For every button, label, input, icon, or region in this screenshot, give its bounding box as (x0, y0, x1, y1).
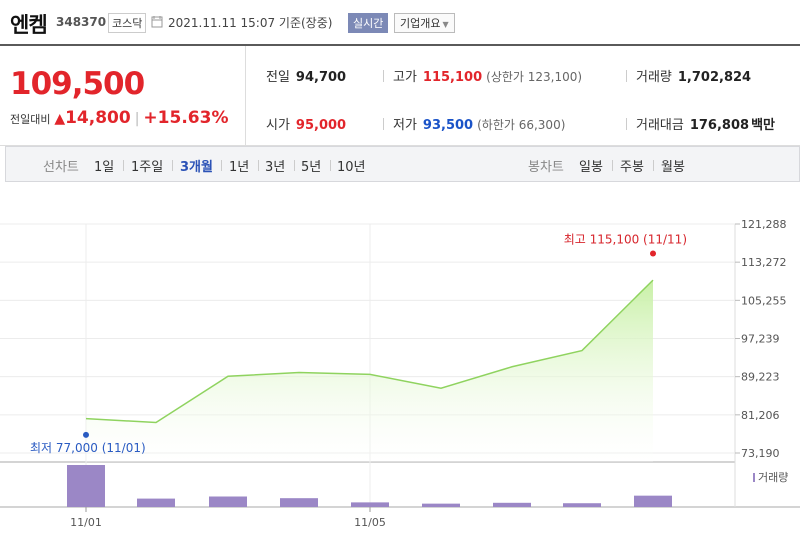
market-badge: 코스닥 (108, 13, 147, 33)
high-value: 115,100 (422, 70, 483, 85)
y-tick-label: 81,206 (741, 409, 780, 422)
volume-bar (634, 495, 672, 507)
low-marker (83, 431, 89, 438)
x-tick-label: 11/01 (70, 516, 102, 529)
divider (221, 160, 222, 171)
divider (383, 118, 384, 130)
prev-close: 전일 94,700 (266, 66, 346, 85)
y-axis-ticks: 121,288 113,272 105,255 97,239 89,223 81,206 7… (735, 218, 787, 460)
trade-amount: 거래대금 176,808 백만 (636, 114, 775, 133)
volume-value: 1,702,824 (677, 70, 752, 85)
period-3y-tab[interactable]: 3년 (265, 160, 286, 175)
timestamp: 2021.11.11 15:07 기준(장중) (168, 16, 333, 30)
change-label: 전일대비 (10, 113, 51, 126)
price-change: 전일대비 ▲14,800 | +15.63% (10, 108, 228, 128)
up-arrow-icon: ▲ (54, 111, 66, 127)
divider (383, 70, 384, 82)
clock-icon (151, 16, 163, 28)
candle-daily-tab[interactable]: 일봉 (579, 160, 603, 175)
volume-bar (209, 496, 247, 507)
divider (172, 160, 173, 171)
y-tick-label: 97,239 (741, 333, 780, 346)
company-overview-dropdown[interactable]: 기업개요 ▼ (394, 13, 455, 33)
volume-bar (67, 465, 105, 507)
period-10y-tab[interactable]: 10년 (337, 160, 366, 175)
prev-close-value: 94,700 (295, 70, 347, 85)
divider (626, 70, 627, 82)
candle-weekly-tab[interactable]: 주봉 (620, 160, 644, 175)
day-low: 저가 93,500 (하한가 66,300) (393, 114, 565, 133)
high-annotation: 최고 115,100 (11/11) (564, 232, 687, 246)
volume: 거래량 1,702,824 (636, 66, 751, 85)
volume-bar (351, 502, 389, 507)
divider (123, 160, 124, 171)
period-1d-tab[interactable]: 1일 (94, 160, 115, 175)
candle-monthly-tab[interactable]: 월봉 (661, 160, 685, 175)
divider (258, 160, 259, 171)
volume-bar (563, 503, 601, 507)
y-tick-label: 73,190 (741, 447, 780, 460)
high-label: 고가 (393, 70, 417, 85)
realtime-button[interactable]: 실시간 (348, 13, 389, 33)
y-tick-label: 121,288 (741, 218, 787, 231)
volume-bars (67, 465, 672, 507)
open-label: 시가 (266, 118, 290, 133)
divider (653, 160, 654, 171)
stock-code: 348370 (56, 15, 107, 29)
y-tick-label: 89,223 (741, 371, 780, 384)
open-price: 시가 95,000 (266, 114, 346, 133)
stock-header: 엔켐 348370 코스닥 2021.11.11 15:07 기준(장중) 실시… (0, 0, 800, 46)
stock-name: 엔켐 (10, 13, 48, 37)
period-1w-tab[interactable]: 1주일 (131, 160, 164, 175)
x-tick-label: 11/05 (354, 516, 386, 529)
amount-value: 176,808 (689, 118, 750, 133)
volume-bar (137, 498, 175, 507)
current-price: 109,500 (10, 66, 145, 102)
divider (612, 160, 613, 171)
open-value: 95,000 (295, 118, 347, 133)
change-value: 14,800 (65, 108, 131, 128)
company-overview-label: 기업개요 (400, 17, 441, 30)
volume-legend-label: 거래량 (758, 471, 788, 484)
line-chart-label: 선차트 (43, 160, 79, 175)
divider (626, 118, 627, 130)
low-label: 저가 (393, 118, 417, 133)
y-tick-label: 113,272 (741, 256, 787, 269)
x-axis-ticks: 11/01 11/05 (70, 507, 386, 529)
y-tick-label: 105,255 (741, 294, 787, 307)
volume-bar (493, 502, 531, 507)
amount-unit: 백만 (751, 118, 775, 133)
period-5y-tab[interactable]: 5년 (301, 160, 322, 175)
day-high: 고가 115,100 (상한가 123,100) (393, 66, 582, 85)
chart-toolbar: 선차트 1일 1주일 3개월 1년 3년 5년 10년 봉차트 일봉 주봉 월봉 (5, 146, 800, 182)
lower-limit: (하한가 66,300) (477, 118, 566, 132)
prev-close-label: 전일 (266, 70, 290, 85)
quote-summary: 109,500 전일대비 ▲14,800 | +15.63% 전일 94,700 고가… (0, 44, 800, 146)
price-line (85, 279, 654, 424)
volume-label: 거래량 (636, 70, 672, 85)
price-chart-svg: 121,288 113,272 105,255 97,239 89,223 81,206 7… (0, 218, 800, 529)
high-marker (650, 250, 656, 257)
volume-legend-swatch (753, 473, 755, 482)
price-area (86, 280, 653, 462)
low-annotation: 최저 77,000 (11/01) (30, 441, 146, 455)
period-1y-tab[interactable]: 1년 (229, 160, 250, 175)
low-value: 93,500 (422, 118, 474, 133)
volume-bar (280, 498, 318, 507)
chevron-down-icon: ▼ (442, 20, 449, 29)
price-chart: 121,288 113,272 105,255 97,239 89,223 81,206 7… (0, 182, 800, 542)
price-panel: 109,500 전일대비 ▲14,800 | +15.63% (0, 46, 246, 146)
volume-bar (422, 503, 460, 507)
amount-label: 거래대금 (636, 118, 684, 133)
candle-chart-label: 봉차트 (528, 160, 564, 175)
upper-limit: (상한가 123,100) (486, 70, 583, 84)
divider: | (134, 111, 140, 127)
divider (330, 160, 331, 171)
divider (294, 160, 295, 171)
change-percent: +15.63% (143, 108, 229, 128)
period-3m-tab[interactable]: 3개월 (180, 160, 213, 175)
